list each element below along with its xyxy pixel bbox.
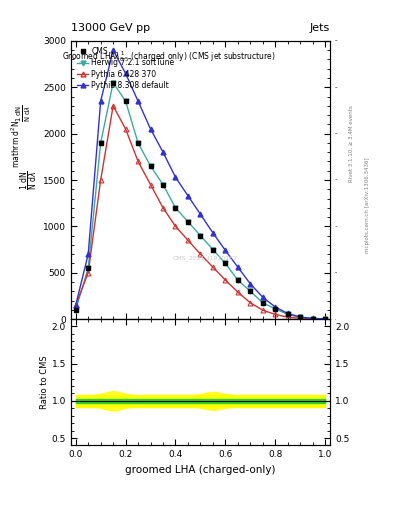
- Text: Jets: Jets: [310, 23, 330, 33]
- X-axis label: groomed LHA (charged-only): groomed LHA (charged-only): [125, 465, 275, 475]
- Text: CMS_2021_I1920187: CMS_2021_I1920187: [173, 255, 238, 261]
- Text: mathrm d$^2$N: mathrm d$^2$N: [9, 119, 22, 167]
- Text: $\frac{1}{\mathrm{N}}\frac{\mathrm{d}\mathrm{N}}{\mathrm{d}\lambda}$: $\frac{1}{\mathrm{N}}\frac{\mathrm{d}\ma…: [15, 104, 33, 121]
- Text: mcplots.cern.ch [arXiv:1306.3436]: mcplots.cern.ch [arXiv:1306.3436]: [365, 157, 370, 252]
- Text: Groomed LHA$\lambda^1_{0.5}$ (charged only) (CMS jet substructure): Groomed LHA$\lambda^1_{0.5}$ (charged on…: [62, 49, 276, 64]
- Text: Rivet 3.1.10, ≥ 3.4M events: Rivet 3.1.10, ≥ 3.4M events: [349, 105, 354, 182]
- Y-axis label: Ratio to CMS: Ratio to CMS: [40, 355, 49, 409]
- Y-axis label: $\frac{1}{\mathrm{N}}\frac{\mathrm{d}\mathrm{N}}{\mathrm{d}\lambda}$: $\frac{1}{\mathrm{N}}\frac{\mathrm{d}\ma…: [18, 170, 40, 190]
- Legend: CMS, Herwig 7.2.1 softTune, Pythia 6.428 370, Pythia 8.308 default: CMS, Herwig 7.2.1 softTune, Pythia 6.428…: [75, 45, 177, 92]
- Text: 13000 GeV pp: 13000 GeV pp: [71, 23, 150, 33]
